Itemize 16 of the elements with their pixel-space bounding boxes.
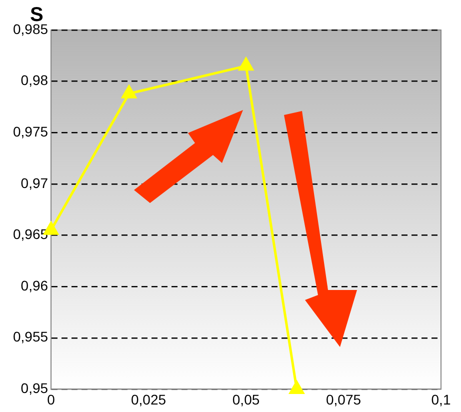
x-tick-label: 0,1 <box>431 391 451 408</box>
point <box>238 58 254 71</box>
point <box>122 85 136 98</box>
x-tick-label: 0,075 <box>326 391 362 408</box>
x-tick-label: 0,025 <box>131 391 166 408</box>
y-tick-label: 0,98 <box>20 72 48 88</box>
y-tick-label: 0,985 <box>12 20 48 37</box>
y-tick-label: 0,95 <box>20 380 48 396</box>
x-tick-label: 0,05 <box>232 391 260 408</box>
x-tick-label: 0 <box>47 391 56 408</box>
y-tick-label: 0,97 <box>20 174 48 191</box>
point <box>289 380 304 394</box>
y-tick-label: 0,96 <box>20 277 48 294</box>
y-tick-label: 0,955 <box>12 328 48 345</box>
y-tick-label: 0,975 <box>12 123 48 140</box>
y-tick-label: 0,965 <box>12 226 48 242</box>
